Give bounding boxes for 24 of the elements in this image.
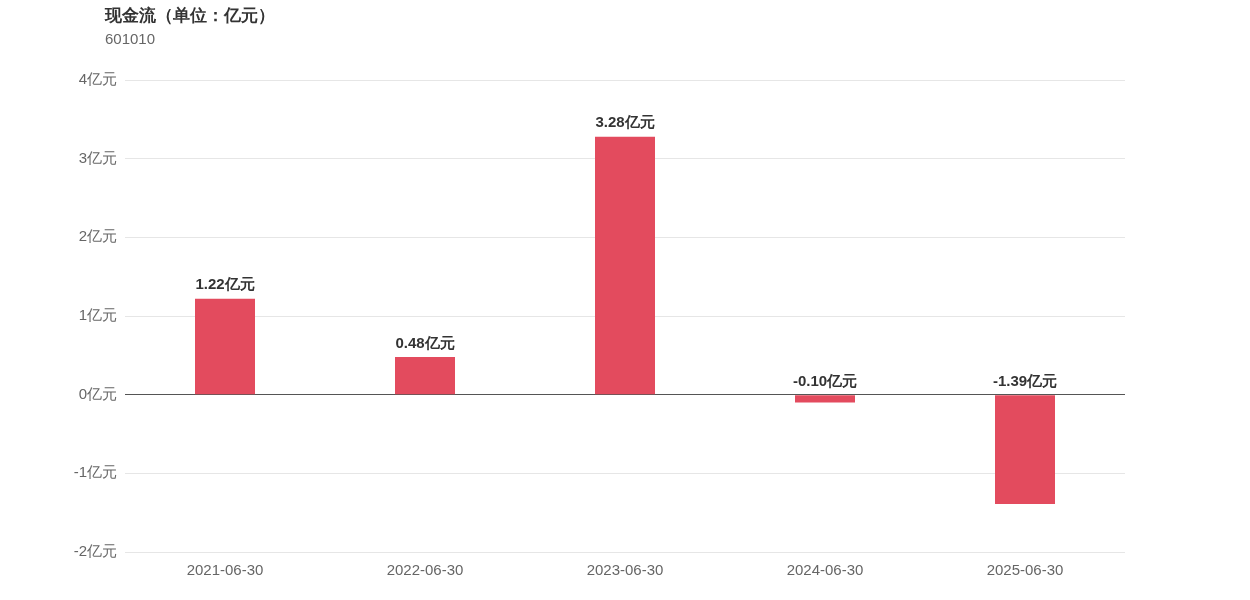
bar <box>995 395 1055 505</box>
y-tick-label: -1亿元 <box>73 463 117 481</box>
chart-title: 现金流（单位：亿元） <box>105 5 275 27</box>
data-label: 1.22亿元 <box>195 275 255 293</box>
bar <box>195 298 255 395</box>
bar <box>395 356 455 395</box>
y-tick-label: 3亿元 <box>78 148 117 166</box>
bar <box>795 395 855 403</box>
y-tick-label: 0亿元 <box>78 384 117 402</box>
chart-subtitle: 601010 <box>105 30 156 47</box>
y-tick-label: -2亿元 <box>73 542 117 560</box>
x-tick-label: 2022-06-30 <box>386 561 464 579</box>
x-tick-label: 2024-06-30 <box>786 561 864 579</box>
data-label: 3.28亿元 <box>595 113 655 131</box>
bar <box>595 136 655 395</box>
y-tick-label: 1亿元 <box>78 306 117 324</box>
data-label: -0.10亿元 <box>792 371 858 389</box>
data-label: -1.39亿元 <box>992 371 1058 389</box>
y-tick-label: 2亿元 <box>78 227 117 245</box>
x-tick-label: 2025-06-30 <box>986 561 1064 579</box>
y-tick-label: 4亿元 <box>78 70 117 88</box>
data-label: 0.48亿元 <box>395 333 455 351</box>
x-tick-label: 2023-06-30 <box>586 561 664 579</box>
x-tick-label: 2021-06-30 <box>186 561 264 579</box>
